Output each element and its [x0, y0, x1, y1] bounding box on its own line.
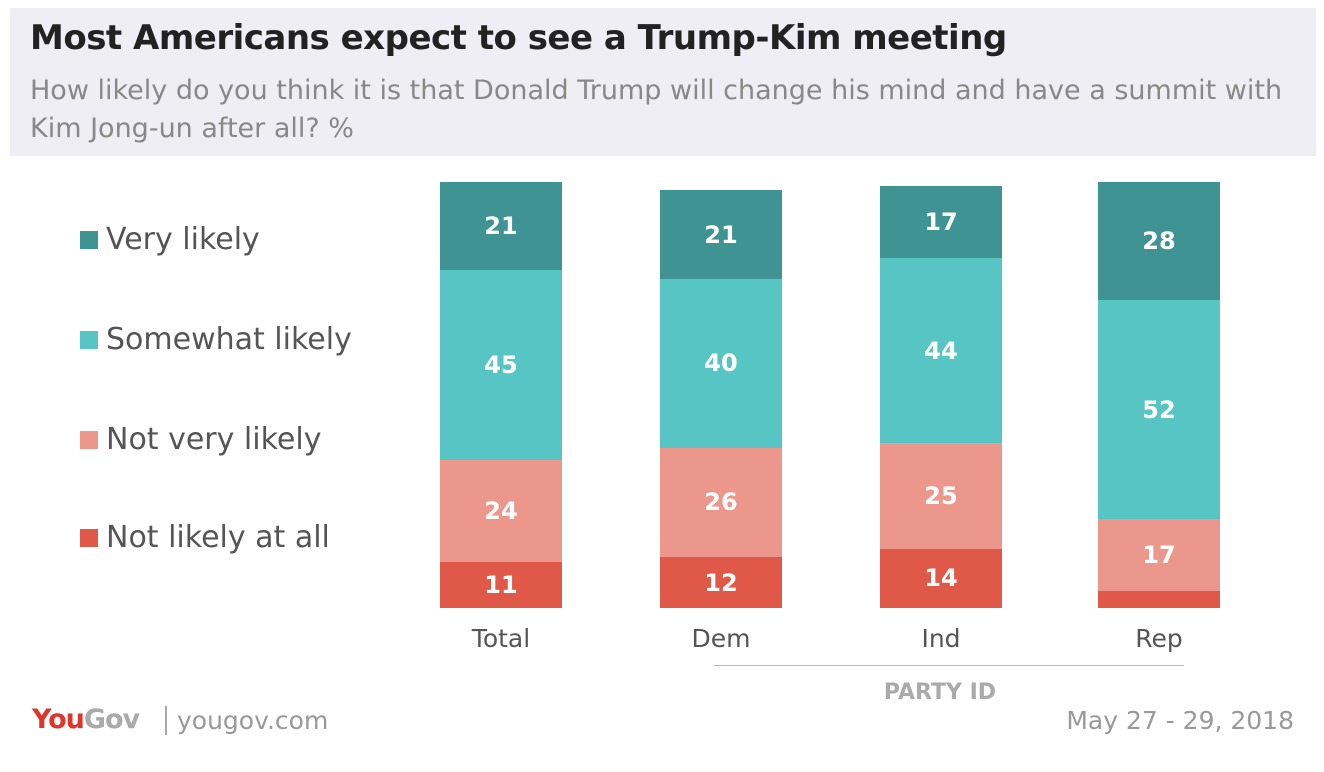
bar-segment: 21	[660, 190, 782, 279]
data-label: 11	[484, 570, 518, 599]
site-url: yougov.com	[165, 706, 328, 735]
data-label: 40	[704, 349, 738, 378]
data-label: 21	[704, 220, 738, 249]
legend-swatch	[80, 528, 98, 547]
bar-segment: 17	[880, 186, 1002, 258]
data-label: 17	[1142, 541, 1176, 570]
legend-swatch	[80, 430, 98, 449]
legend-item: Somewhat likely	[80, 322, 352, 357]
bar-segment: 40	[660, 278, 782, 448]
bar-segment: 14	[880, 548, 1002, 608]
data-label: 28	[1142, 226, 1176, 255]
legend-swatch	[80, 230, 98, 249]
legend-label: Very likely	[106, 222, 260, 257]
bar-segment: 52	[1098, 299, 1220, 520]
bar-segment: 17	[1098, 519, 1220, 592]
party-divider	[714, 665, 1184, 666]
data-label: 25	[924, 482, 958, 511]
bar-segment: 44	[880, 257, 1002, 444]
data-label: 12	[704, 568, 738, 597]
header-band	[10, 8, 1316, 156]
legend-label: Not likely at all	[106, 520, 330, 555]
yougov-logo: YouGov	[32, 704, 140, 735]
legend-item: Not likely at all	[80, 520, 330, 555]
party-id-label: PARTY ID	[883, 680, 997, 705]
chart-subtitle: How likely do you think it is that Donal…	[30, 75, 1283, 144]
bar-segment	[1098, 591, 1220, 608]
legend-swatch	[80, 330, 98, 349]
data-label: 24	[484, 496, 518, 525]
category-label: Rep	[1135, 624, 1183, 653]
bar-segment: 21	[440, 181, 562, 271]
legend-item: Very likely	[80, 222, 260, 257]
data-label: 44	[924, 336, 958, 365]
legend-label: Somewhat likely	[106, 322, 352, 357]
data-label: 26	[704, 488, 738, 517]
data-label: 17	[924, 207, 958, 236]
bar-segment: 45	[440, 270, 562, 461]
chart-title: Most Americans expect to see a Trump-Kim…	[30, 18, 1007, 58]
bar-segment: 25	[880, 443, 1002, 549]
data-label: 21	[484, 212, 518, 241]
data-label: 14	[924, 564, 958, 593]
bar-segment: 24	[440, 460, 562, 562]
category-label: Ind	[921, 624, 961, 653]
legend-item: Not very likely	[80, 422, 321, 457]
legend-label: Not very likely	[106, 422, 322, 457]
survey-date: May 27 - 29, 2018	[1066, 706, 1294, 735]
bar-segment: 12	[660, 557, 782, 608]
bar-segment: 26	[660, 447, 782, 558]
bar-segment: 28	[1098, 181, 1220, 300]
category-label: Dem	[691, 624, 751, 653]
data-label: 52	[1142, 395, 1176, 424]
category-label: Total	[471, 624, 531, 653]
bar-segment: 11	[440, 561, 562, 608]
data-label: 45	[484, 351, 518, 380]
